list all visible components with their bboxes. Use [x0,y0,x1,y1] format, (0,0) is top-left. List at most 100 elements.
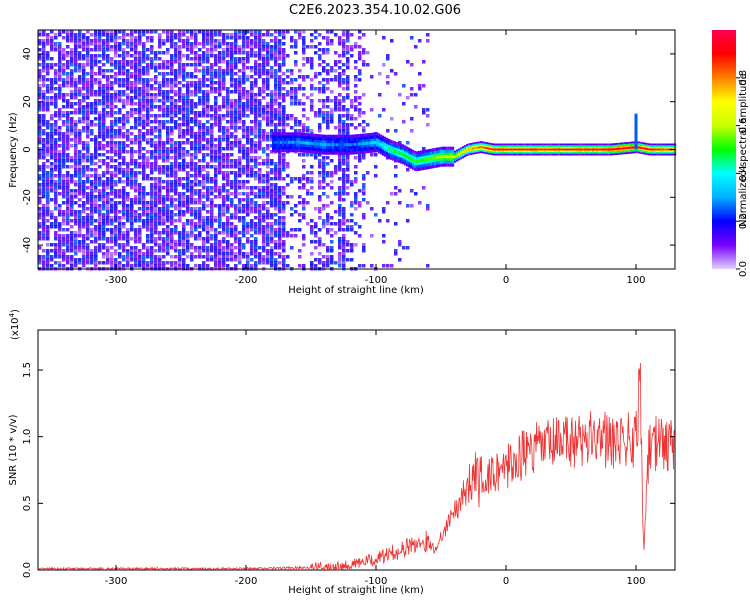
spectrogram-cell [262,234,266,238]
spectrogram-cell [170,108,174,112]
spectrogram-cell [70,54,74,58]
spectrogram-cell [142,147,146,151]
spectrogram-cell [154,177,158,181]
spectrogram-cell [338,36,342,40]
spectrogram-cell [42,96,46,100]
spectrogram-cell [166,147,170,151]
spectrogram-cell [222,195,226,199]
spectrogram-cell [106,252,110,256]
spectrogram-cell [46,225,50,229]
spectrogram-cell [146,69,150,73]
spectrogram-cell [146,141,150,145]
spectrogram-cell [114,237,118,241]
spectrogram-cell [230,213,234,217]
spectrogram-cell [158,42,162,46]
spectrogram-cell [254,255,258,259]
spectrogram-cell [106,201,110,205]
spectrogram-cell [242,198,246,202]
spectrogram-cell [202,204,206,208]
spectrogram-cell [338,102,342,106]
spectrogram-cell [182,162,186,166]
spectrogram-cell [346,177,350,181]
spectrogram-cell [210,30,214,34]
spectrogram-cell [286,114,290,118]
spectrogram-cell [218,240,222,244]
spectrogram-cell [150,228,154,232]
spectrogram-cell [206,180,210,184]
spectrogram-cell [250,108,254,112]
spectrogram-cell [102,129,106,133]
spectrogram-cell [302,213,306,217]
spectrogram-cell [54,96,58,100]
spectrogram-cell [178,54,182,58]
spectrogram-cell [250,87,254,91]
spectrogram-cell [350,183,354,187]
spectrogram-cell [362,246,366,250]
spectrogram-cell [198,99,202,103]
spectrogram-cell [202,225,206,229]
spectrogram-cell [90,57,94,61]
spectrogram-cell [94,264,98,268]
spectrogram-cell [186,48,190,52]
spectrogram-cell [78,75,82,79]
spectrogram-cell [186,99,190,103]
spectrogram-cell [266,225,270,229]
spectrogram-cell [202,168,206,172]
spectrogram-cell [230,60,234,64]
spectrogram-cell [42,237,46,241]
spectrogram-cell [258,252,262,256]
spectrogram-cell [46,132,50,136]
spectrogram-cell [242,33,246,37]
spectrogram-cell [110,48,114,52]
spectrogram-cell [130,171,134,175]
spectrogram-cell [342,99,346,103]
spectrogram-cell [222,162,226,166]
spectrogram-cell [90,78,94,82]
spectrogram-cell [110,69,114,73]
spectrogram-cell [154,261,158,265]
spectrogram-cell [194,57,198,61]
spectrogram-cell [190,159,194,163]
spectrogram-cell [218,165,222,169]
spectrogram-cell [118,135,122,139]
spectrogram-cell [322,66,326,70]
spectrogram-cell [82,195,86,199]
spectrogram-cell [218,120,222,124]
spectrogram-cell [246,171,250,175]
spectrogram-cell [262,207,266,211]
spectrogram-cell [90,219,94,223]
spectrogram-cell [46,87,50,91]
spectrogram-cell [310,129,314,133]
spectrogram-cell [250,243,254,247]
spectrogram-cell [118,243,122,247]
spectrogram-cell [178,150,182,154]
spectrogram-cell [78,219,82,223]
spectrogram-cell [46,264,50,268]
spectrogram-cell [330,249,334,253]
spectrogram-cell [250,126,254,130]
spectrogram-cell [126,111,130,115]
spectrogram-cell [230,231,234,235]
spectrogram-cell [102,222,106,226]
spectrogram-cell [74,69,78,73]
spectrogram-cell [254,177,258,181]
spectrogram-cell [298,102,302,106]
spectrogram-cell [62,132,66,136]
spectrogram-cell [194,54,198,58]
spectrogram-cell [238,180,242,184]
spectrogram-cell [66,99,70,103]
spectrogram-cell [178,156,182,160]
spectrogram-cell [122,90,126,94]
spectrogram-cell [38,39,42,43]
spectrogram-cell [38,192,42,196]
spectrogram-cell [58,108,62,112]
spectrogram-cell [54,75,58,79]
spectrogram-cell [432,156,435,160]
spectrogram-cell [94,42,98,46]
spectrogram-cell [206,222,210,226]
spectrogram-cell [170,222,174,226]
spectrogram-cell [86,237,90,241]
spectrogram-cell [254,240,258,244]
spectrogram-cell [154,186,158,190]
spectrogram-cell [318,57,322,61]
